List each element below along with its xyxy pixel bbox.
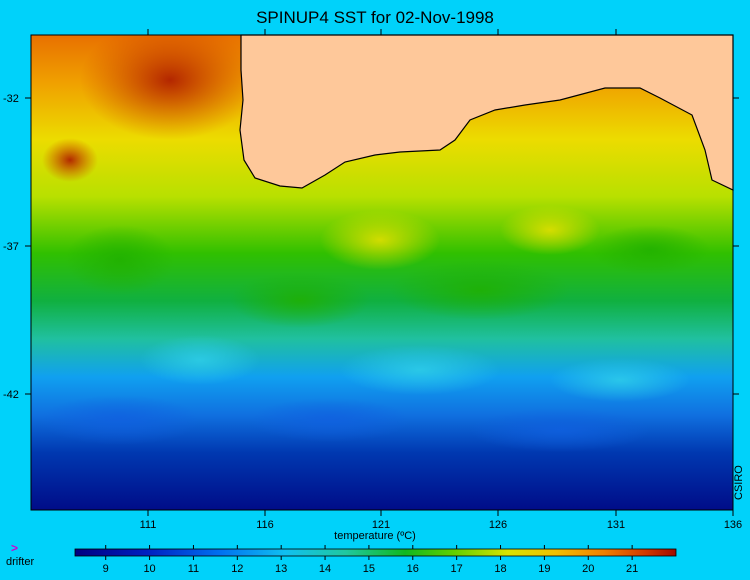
lat-tick-label: -37 (3, 241, 19, 253)
lon-tick-label: 126 (489, 519, 507, 531)
colorbar-tick-label: 21 (626, 563, 638, 575)
drifter-legend-label: drifter (6, 556, 35, 568)
colorbar-ramp (74, 548, 677, 557)
colorbar-tick-label: 12 (231, 563, 243, 575)
colorbar-ticks: 9 10 11 12 13 14 15 16 17 18 19 20 21 (103, 545, 638, 575)
colorbar-tick-label: 10 (143, 563, 155, 575)
lon-tick-label: 131 (607, 519, 625, 531)
lat-tick-label: -32 (3, 93, 19, 105)
colorbar-tick-label: 17 (451, 563, 463, 575)
lat-tick-label: -42 (3, 389, 19, 401)
colorbar-title: temperature (ºC) (334, 530, 416, 542)
lon-tick-label: 136 (724, 519, 742, 531)
colorbar-tick-label: 9 (103, 563, 109, 575)
credit-label: CSIRO (733, 465, 745, 500)
sst-field (31, 35, 733, 510)
colorbar-tick-label: 18 (494, 563, 506, 575)
map-title: SPINUP4 SST for 02-Nov-1998 (256, 8, 494, 27)
colorbar-tick-label: 13 (275, 563, 287, 575)
colorbar-tick-label: 20 (582, 563, 594, 575)
colorbar: 9 10 11 12 13 14 15 16 17 18 19 20 21 (74, 545, 677, 575)
land-mass (239, 34, 734, 191)
lon-tick-label: 111 (140, 519, 157, 531)
longitude-axis: 111 116 121 126 131 136 (140, 29, 742, 531)
colorbar-tick-label: 15 (363, 563, 375, 575)
lon-tick-label: 116 (256, 519, 274, 531)
lon-tick-label: 121 (372, 519, 390, 531)
colorbar-tick-label: 19 (538, 563, 550, 575)
map-frame (30, 34, 734, 511)
colorbar-tick-label: 14 (319, 563, 331, 575)
latitude-axis: -32 -37 -42 (3, 93, 739, 401)
colorbar-tick-label: 16 (407, 563, 419, 575)
colorbar-tick-label: 11 (188, 563, 199, 575)
drifter-marker-icon: > (11, 541, 19, 555)
